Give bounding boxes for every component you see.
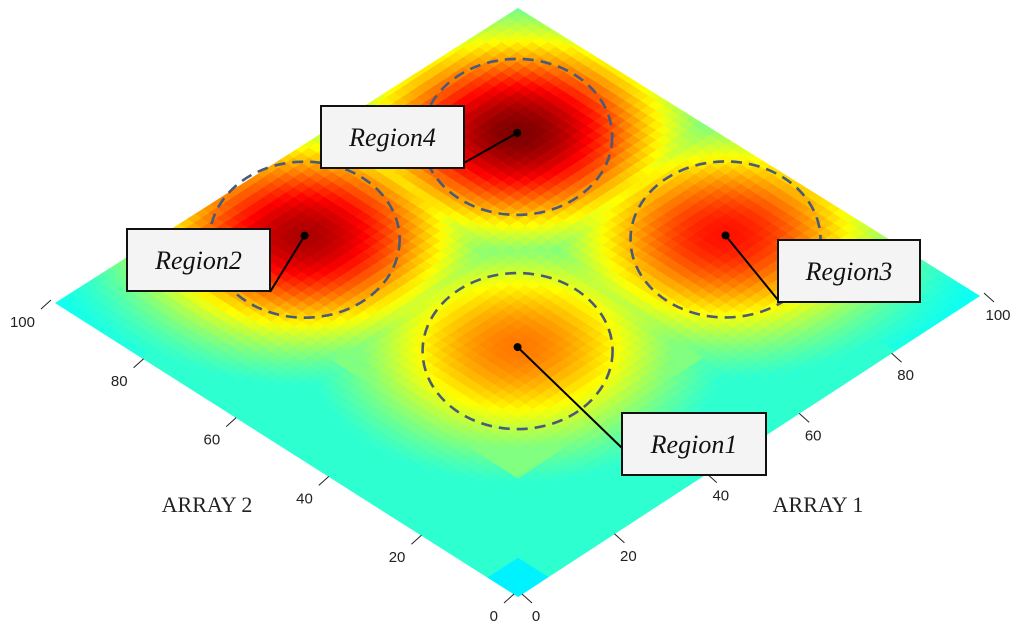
region-ring-region1 [421,271,614,431]
x-tick-label: 80 [897,367,914,384]
x-tick-mark [521,593,533,604]
x-tick-mark [798,413,810,423]
y-tick-label: 20 [389,549,406,566]
y-tick-mark [133,358,144,369]
region-dot-region3 [721,231,730,240]
y-tick-mark [318,476,330,486]
x-tick-label: 60 [805,427,822,444]
x-axis-title: ARRAY 1 [773,492,864,517]
region-dot-region2 [300,231,309,240]
label-box-region4 [320,105,465,169]
label-text-region4: Region4 [348,123,436,152]
y-tick-label: 80 [111,373,128,390]
label-box-region3 [777,239,921,303]
leader-line-region2 [269,235,306,293]
region-dot-region4 [513,128,522,137]
x-tick-label: 40 [712,488,729,505]
x-tick-mark [614,533,625,544]
x-tick-mark [891,352,902,363]
y-tick-mark [40,299,52,310]
leader-line-region4 [454,132,518,169]
label-text-region3: Region3 [805,257,893,286]
label-text-region1: Region1 [650,430,738,459]
x-tick-mark [983,292,995,303]
x-tick-label: 100 [985,307,1010,324]
label-box-region1 [621,412,767,476]
leader-line-region1 [516,346,623,449]
region-labels: Region1 Region2 Region3 Region4 [126,105,921,476]
x-tick-label: 0 [532,608,540,625]
axes: ARRAY 1 ARRAY 2 0 20 40 60 80 100 0 20 40 60 80 100 [10,292,1011,625]
region-dot-region1 [513,343,522,352]
y-tick-label: 0 [490,608,498,625]
y-tick-label: 100 [10,314,35,331]
y-tick-label: 60 [204,432,221,449]
y-tick-mark [411,534,422,545]
y-tick-mark [503,593,515,604]
y-tick-label: 40 [296,490,313,507]
y-tick-mark [225,417,237,427]
x-tick-label: 20 [620,548,637,565]
label-box-region2 [126,228,271,292]
y-axis-title: ARRAY 2 [162,492,253,517]
leader-line-region3 [724,234,779,301]
label-text-region2: Region2 [154,246,242,275]
